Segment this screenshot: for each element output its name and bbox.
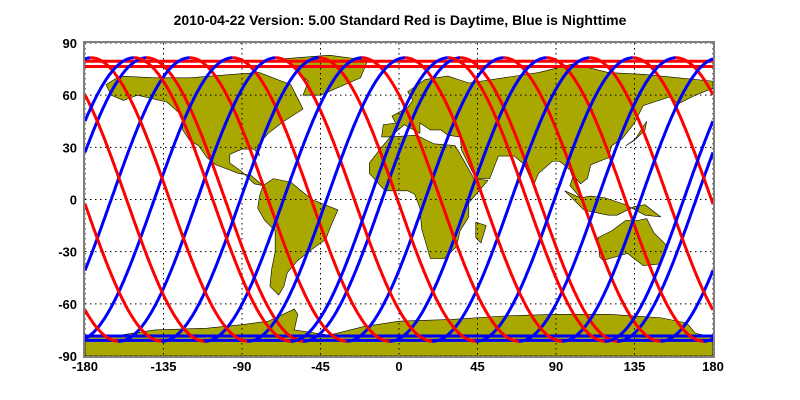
night-track [475,56,633,343]
y-tick-label: -60 [58,297,77,312]
tick-labels: -180 -135 -90 -45 0 45 90 135 180 90 60 30 0 -30 -60 -9… [58,36,724,374]
night-track [204,56,362,343]
day-track [83,94,205,343]
day-track [133,56,291,343]
day-track [146,56,304,343]
night-track [303,56,461,343]
x-tick-label: 45 [470,359,484,374]
tracks-layer [83,56,715,343]
day-track [589,56,715,311]
x-tick-label: -90 [233,359,252,374]
land-north-america [105,72,304,187]
day-track [405,56,563,343]
day-track [447,56,605,343]
day-track [546,56,704,343]
night-track [604,120,715,343]
x-tick-label: -180 [72,359,98,374]
day-track [675,56,715,96]
y-tick-label: 0 [70,193,77,208]
x-tick-label: 0 [395,359,402,374]
night-track [161,56,319,343]
night-track [346,56,504,343]
night-track [617,151,715,343]
night-track [84,56,91,61]
night-track [290,56,448,343]
day-track [361,56,519,343]
night-track [83,56,190,271]
day-track [632,56,715,205]
day-track [90,56,248,343]
map-title: 2010-04-22 Version: 5.00 Standard Red is… [173,12,627,28]
plot-frame [83,41,715,358]
night-track [247,56,406,343]
day-track [460,56,618,343]
x-tick-label: -45 [311,359,330,374]
night-track [83,56,147,153]
day-track [275,56,433,343]
land-japan [625,121,648,146]
night-track [389,56,547,343]
x-tick-label: 135 [624,359,646,374]
land-south-america [257,178,339,296]
land-arabia-madagascar [475,221,487,244]
day-track [232,56,390,343]
y-tick-label: -90 [58,349,77,364]
night-track [562,57,714,343]
night-track [518,56,676,343]
x-tick-label: 180 [702,359,724,374]
day-track [83,309,119,343]
night-track [84,56,233,341]
day-track [318,56,476,343]
x-tick-label: 90 [549,359,563,374]
night-track [703,337,714,343]
y-tick-label: -30 [58,245,77,260]
y-tick-label: 90 [63,36,77,51]
y-tick-label: 30 [63,140,77,155]
night-track [83,56,134,122]
day-track [503,56,661,343]
y-tick-label: 60 [63,88,77,103]
day-track [189,56,347,343]
night-track [432,56,590,343]
x-tick-label: -135 [150,359,176,374]
day-track [83,203,162,343]
night-track [118,56,276,343]
